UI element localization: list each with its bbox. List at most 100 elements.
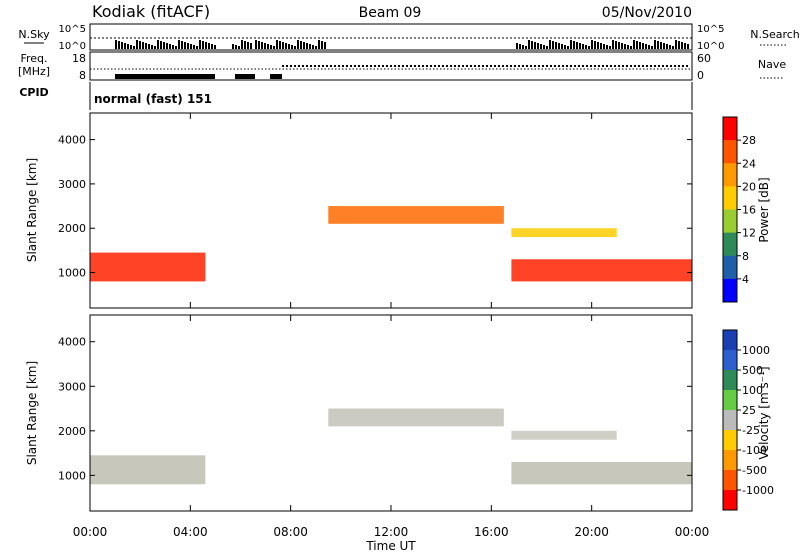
noise-bar: [124, 43, 126, 49]
freq-point: [370, 65, 372, 67]
noise-bar: [591, 40, 593, 49]
noise-bar: [651, 46, 653, 49]
noise-bar: [681, 42, 683, 49]
freq-point: [542, 65, 544, 67]
noise-bar: [672, 46, 674, 49]
freq-point: [614, 65, 616, 67]
noise-bar: [684, 43, 686, 49]
noise-bar: [244, 41, 246, 49]
noise-bar: [675, 40, 677, 49]
colorbar-tick-label: -100: [742, 444, 767, 457]
freq-point: [530, 65, 532, 67]
colorbar-swatch: [723, 470, 737, 491]
noise-bar: [190, 44, 192, 49]
noise-bar: [639, 42, 641, 49]
nave-tick-bottom: 0: [697, 69, 704, 82]
colorbar-swatch: [723, 186, 737, 210]
colorbar-tick-label: 100: [742, 384, 763, 397]
power-y-axis-label: Slant Range [km]: [25, 158, 39, 262]
noise-bar: [214, 45, 216, 49]
noise-bar: [561, 44, 563, 49]
freq-point: [282, 65, 284, 67]
power-colorbar-label: Power [dB]: [757, 177, 771, 242]
freq-point: [550, 65, 552, 67]
freq-point: [602, 65, 604, 67]
colorbar-tick-label: 20: [742, 180, 756, 193]
freq-point: [298, 65, 300, 67]
colorbar-tick-label: -1000: [742, 484, 774, 497]
noise-bar: [279, 41, 281, 49]
noise-bar: [645, 44, 647, 49]
time-tick-labels: 00:00 04:00 08:00 12:00 16:00 20:00 00:00: [73, 525, 710, 539]
freq-point: [666, 65, 668, 67]
freq-point: [670, 65, 672, 67]
freq-point: [590, 65, 592, 67]
freq-point: [638, 65, 640, 67]
freq-point: [618, 65, 620, 67]
velocity-y-axis-label: Slant Range [km]: [25, 361, 39, 465]
time-tick-label: 20:00: [574, 525, 609, 539]
freq-point: [322, 65, 324, 67]
freq-unit-label: [MHz]: [18, 65, 50, 78]
nsearch-tick-top: 10^5: [697, 24, 724, 35]
cpid-label: CPID: [19, 86, 48, 99]
noise-bar: [543, 45, 545, 49]
power-panel: 1000 2000 3000 4000 Slant Range [km]: [25, 112, 693, 309]
noise-bar: [297, 40, 299, 49]
freq-point: [346, 65, 348, 67]
date-label: 05/Nov/2010: [602, 5, 692, 21]
noise-bar: [202, 41, 204, 49]
freq-point: [362, 65, 364, 67]
echo-band-1: [328, 206, 504, 224]
noise-sky-bars: [115, 40, 689, 49]
cpid-value: normal (fast) 151: [94, 92, 212, 106]
freq-point: [582, 65, 584, 67]
power-x-axis: [89, 113, 693, 308]
freq-label: Freq.: [20, 52, 47, 65]
freq-point: [562, 65, 564, 67]
freq-point: [338, 65, 340, 67]
colorbar-swatch: [723, 140, 737, 164]
noise-bar: [306, 43, 308, 49]
colorbar-swatch: [723, 490, 737, 511]
freq-bar: [115, 74, 215, 79]
noise-bar: [294, 46, 296, 49]
noise-bar: [169, 44, 171, 49]
velocity-data: [90, 408, 692, 485]
noise-bar: [160, 41, 162, 49]
freq-point: [510, 65, 512, 67]
noise-bar: [255, 40, 257, 49]
colorbar-swatch: [723, 350, 737, 371]
noise-bar: [321, 41, 323, 49]
freq-point: [538, 65, 540, 67]
freq-point: [586, 65, 588, 67]
noise-bar: [241, 40, 243, 49]
freq-point: [474, 65, 476, 67]
freq-point: [290, 65, 292, 67]
echo-band-0: [90, 252, 206, 282]
freq-point: [446, 65, 448, 67]
noise-bar: [567, 46, 569, 49]
freq-point: [650, 65, 652, 67]
freq-point: [642, 65, 644, 67]
nsearch-tick-bottom: 10^0: [697, 41, 724, 52]
noise-bar: [522, 45, 524, 49]
colorbar-tick-label: 12: [742, 227, 756, 240]
freq-point: [506, 65, 508, 67]
time-tick-label: 08:00: [273, 525, 308, 539]
freq-point: [606, 65, 608, 67]
freq-point: [294, 65, 296, 67]
noise-bar: [196, 46, 198, 49]
y-tick-label: 3000: [58, 380, 86, 393]
colorbar-tick-label: -25: [742, 424, 760, 437]
noise-bar: [193, 45, 195, 49]
noise-bar: [181, 41, 183, 49]
freq-bar: [270, 74, 282, 79]
freq-point: [382, 65, 384, 67]
freq-point: [406, 65, 408, 67]
y-tick-label: 1000: [58, 267, 86, 280]
freq-point: [610, 65, 612, 67]
freq-point: [354, 65, 356, 67]
noise-bar: [585, 45, 587, 49]
freq-point: [494, 65, 496, 67]
